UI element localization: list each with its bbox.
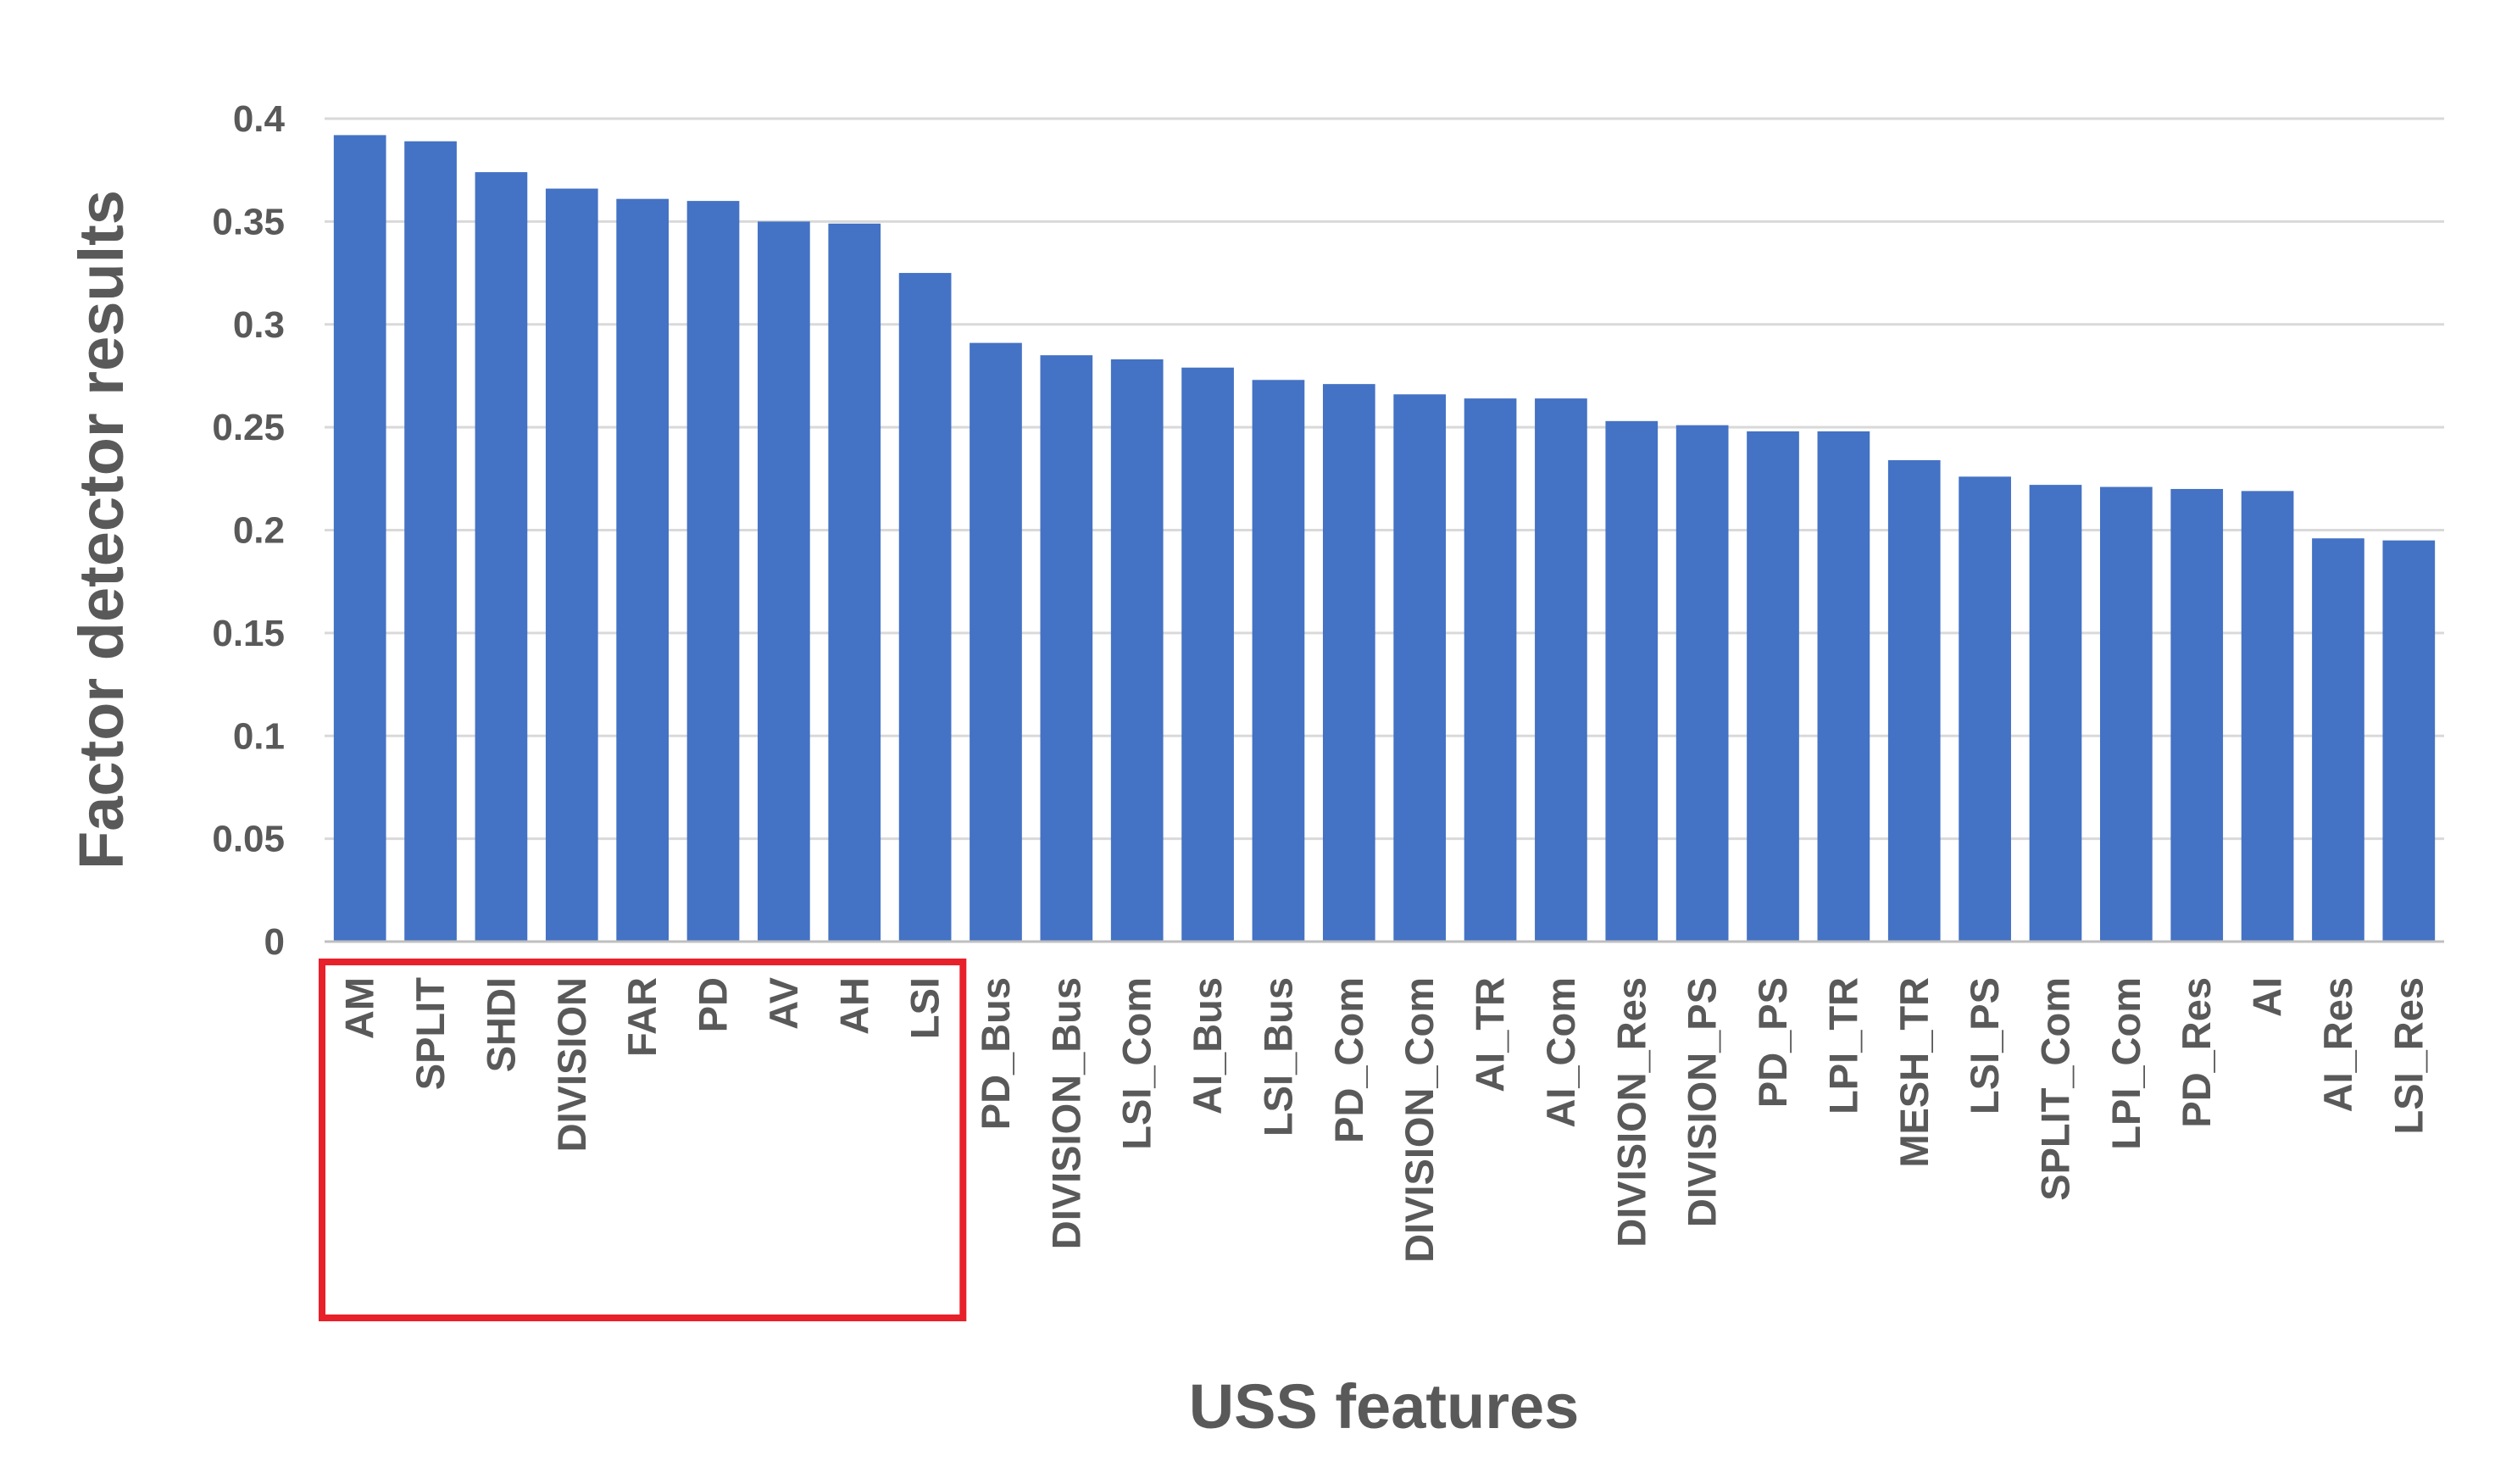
x-category-label: LSI_Com bbox=[1114, 977, 1159, 1150]
bar bbox=[616, 198, 669, 942]
x-category-label: AH bbox=[831, 977, 876, 1035]
y-tick-label: 0.1 bbox=[233, 715, 285, 757]
highlight-box bbox=[319, 959, 967, 1321]
bar bbox=[1675, 425, 1729, 942]
bar bbox=[1817, 431, 1870, 942]
bar bbox=[2241, 491, 2294, 942]
bar bbox=[2312, 538, 2364, 942]
y-tick-label: 0.4 bbox=[233, 98, 286, 140]
x-category-label: DIVISION bbox=[549, 977, 594, 1152]
x-category-label: MESH_TR bbox=[1892, 977, 1936, 1168]
gridlines bbox=[325, 117, 2444, 841]
x-category-label: DIVISION_Com bbox=[1397, 977, 1442, 1263]
x-category-label: PD_Bus bbox=[973, 977, 1018, 1130]
bar bbox=[2029, 485, 2082, 942]
x-category-label: LSI_PS bbox=[1962, 977, 2007, 1114]
bar bbox=[404, 141, 457, 942]
x-axis-category-labels: AM SPLIT SHDI DIVISION FAR PD AV AH LSI PD_Bus DIV… bbox=[337, 976, 2431, 1263]
x-category-label: PD_Com bbox=[1326, 977, 1371, 1143]
y-tick-label: 0.05 bbox=[212, 819, 285, 860]
bar bbox=[1959, 476, 2011, 942]
bar bbox=[1252, 380, 1305, 942]
x-category-label: LSI_Bus bbox=[1255, 977, 1300, 1137]
x-category-label: DIVISION_PS bbox=[1680, 977, 1725, 1227]
bar bbox=[686, 201, 740, 942]
x-category-label: LPI_Com bbox=[2103, 977, 2148, 1150]
x-category-label: AI_Bus bbox=[1185, 977, 1230, 1114]
y-tick-label: 0.2 bbox=[233, 510, 285, 552]
x-category-label: AV bbox=[761, 976, 806, 1029]
y-tick-label: 0.35 bbox=[212, 201, 285, 242]
y-axis-title: Factor detector results bbox=[66, 190, 136, 870]
bar bbox=[970, 342, 1022, 942]
x-category-label: LPI_TR bbox=[1820, 977, 1865, 1114]
y-tick-label: 0.15 bbox=[212, 613, 285, 654]
bar bbox=[1322, 384, 1375, 942]
bar bbox=[1181, 367, 1234, 942]
x-category-label: DIVISION_Bus bbox=[1043, 977, 1088, 1249]
bar bbox=[1110, 359, 1164, 942]
bar bbox=[1747, 431, 1799, 942]
x-category-label: FAR bbox=[620, 977, 664, 1057]
x-category-label: AI bbox=[2245, 977, 2290, 1017]
bar bbox=[1464, 398, 1517, 942]
bar bbox=[2382, 540, 2436, 942]
x-category-label: LSI_Res bbox=[2386, 977, 2431, 1134]
bar bbox=[545, 188, 598, 942]
x-axis-title: USS features bbox=[1189, 1371, 1580, 1442]
bar bbox=[828, 223, 881, 942]
x-category-label: SHDI bbox=[478, 977, 523, 1072]
bar bbox=[2100, 486, 2153, 942]
x-category-label: PD_PS bbox=[1750, 977, 1795, 1108]
bar bbox=[898, 273, 952, 942]
y-axis-ticks: 0 0.05 0.1 0.15 0.2 0.25 0.3 0.35 0.4 bbox=[212, 98, 285, 963]
x-category-label: LSI bbox=[903, 977, 947, 1039]
y-tick-label: 0.25 bbox=[212, 407, 285, 448]
bar bbox=[475, 172, 528, 942]
x-category-label: AM bbox=[337, 977, 382, 1039]
x-category-label: AI_TR bbox=[1468, 977, 1513, 1092]
bar bbox=[333, 135, 386, 942]
bar bbox=[1040, 355, 1093, 942]
bar bbox=[1887, 459, 1941, 942]
x-category-label: SPLIT bbox=[408, 977, 453, 1090]
x-category-label: AI_Res bbox=[2315, 977, 2360, 1112]
y-tick-label: 0.3 bbox=[233, 304, 285, 346]
x-category-label: PD_Res bbox=[2174, 977, 2219, 1128]
bar bbox=[1605, 420, 1659, 942]
x-category-label: PD bbox=[691, 977, 736, 1032]
x-category-label: DIVISION_Res bbox=[1609, 977, 1653, 1248]
bar bbox=[1393, 394, 1447, 942]
y-tick-label: 0 bbox=[264, 921, 285, 963]
bar bbox=[1535, 398, 1587, 942]
x-category-label: AI_Com bbox=[1538, 977, 1583, 1128]
bar bbox=[758, 221, 810, 942]
x-category-label: SPLIT_Com bbox=[2032, 977, 2077, 1201]
bar bbox=[2170, 488, 2224, 942]
bars bbox=[333, 135, 2436, 942]
